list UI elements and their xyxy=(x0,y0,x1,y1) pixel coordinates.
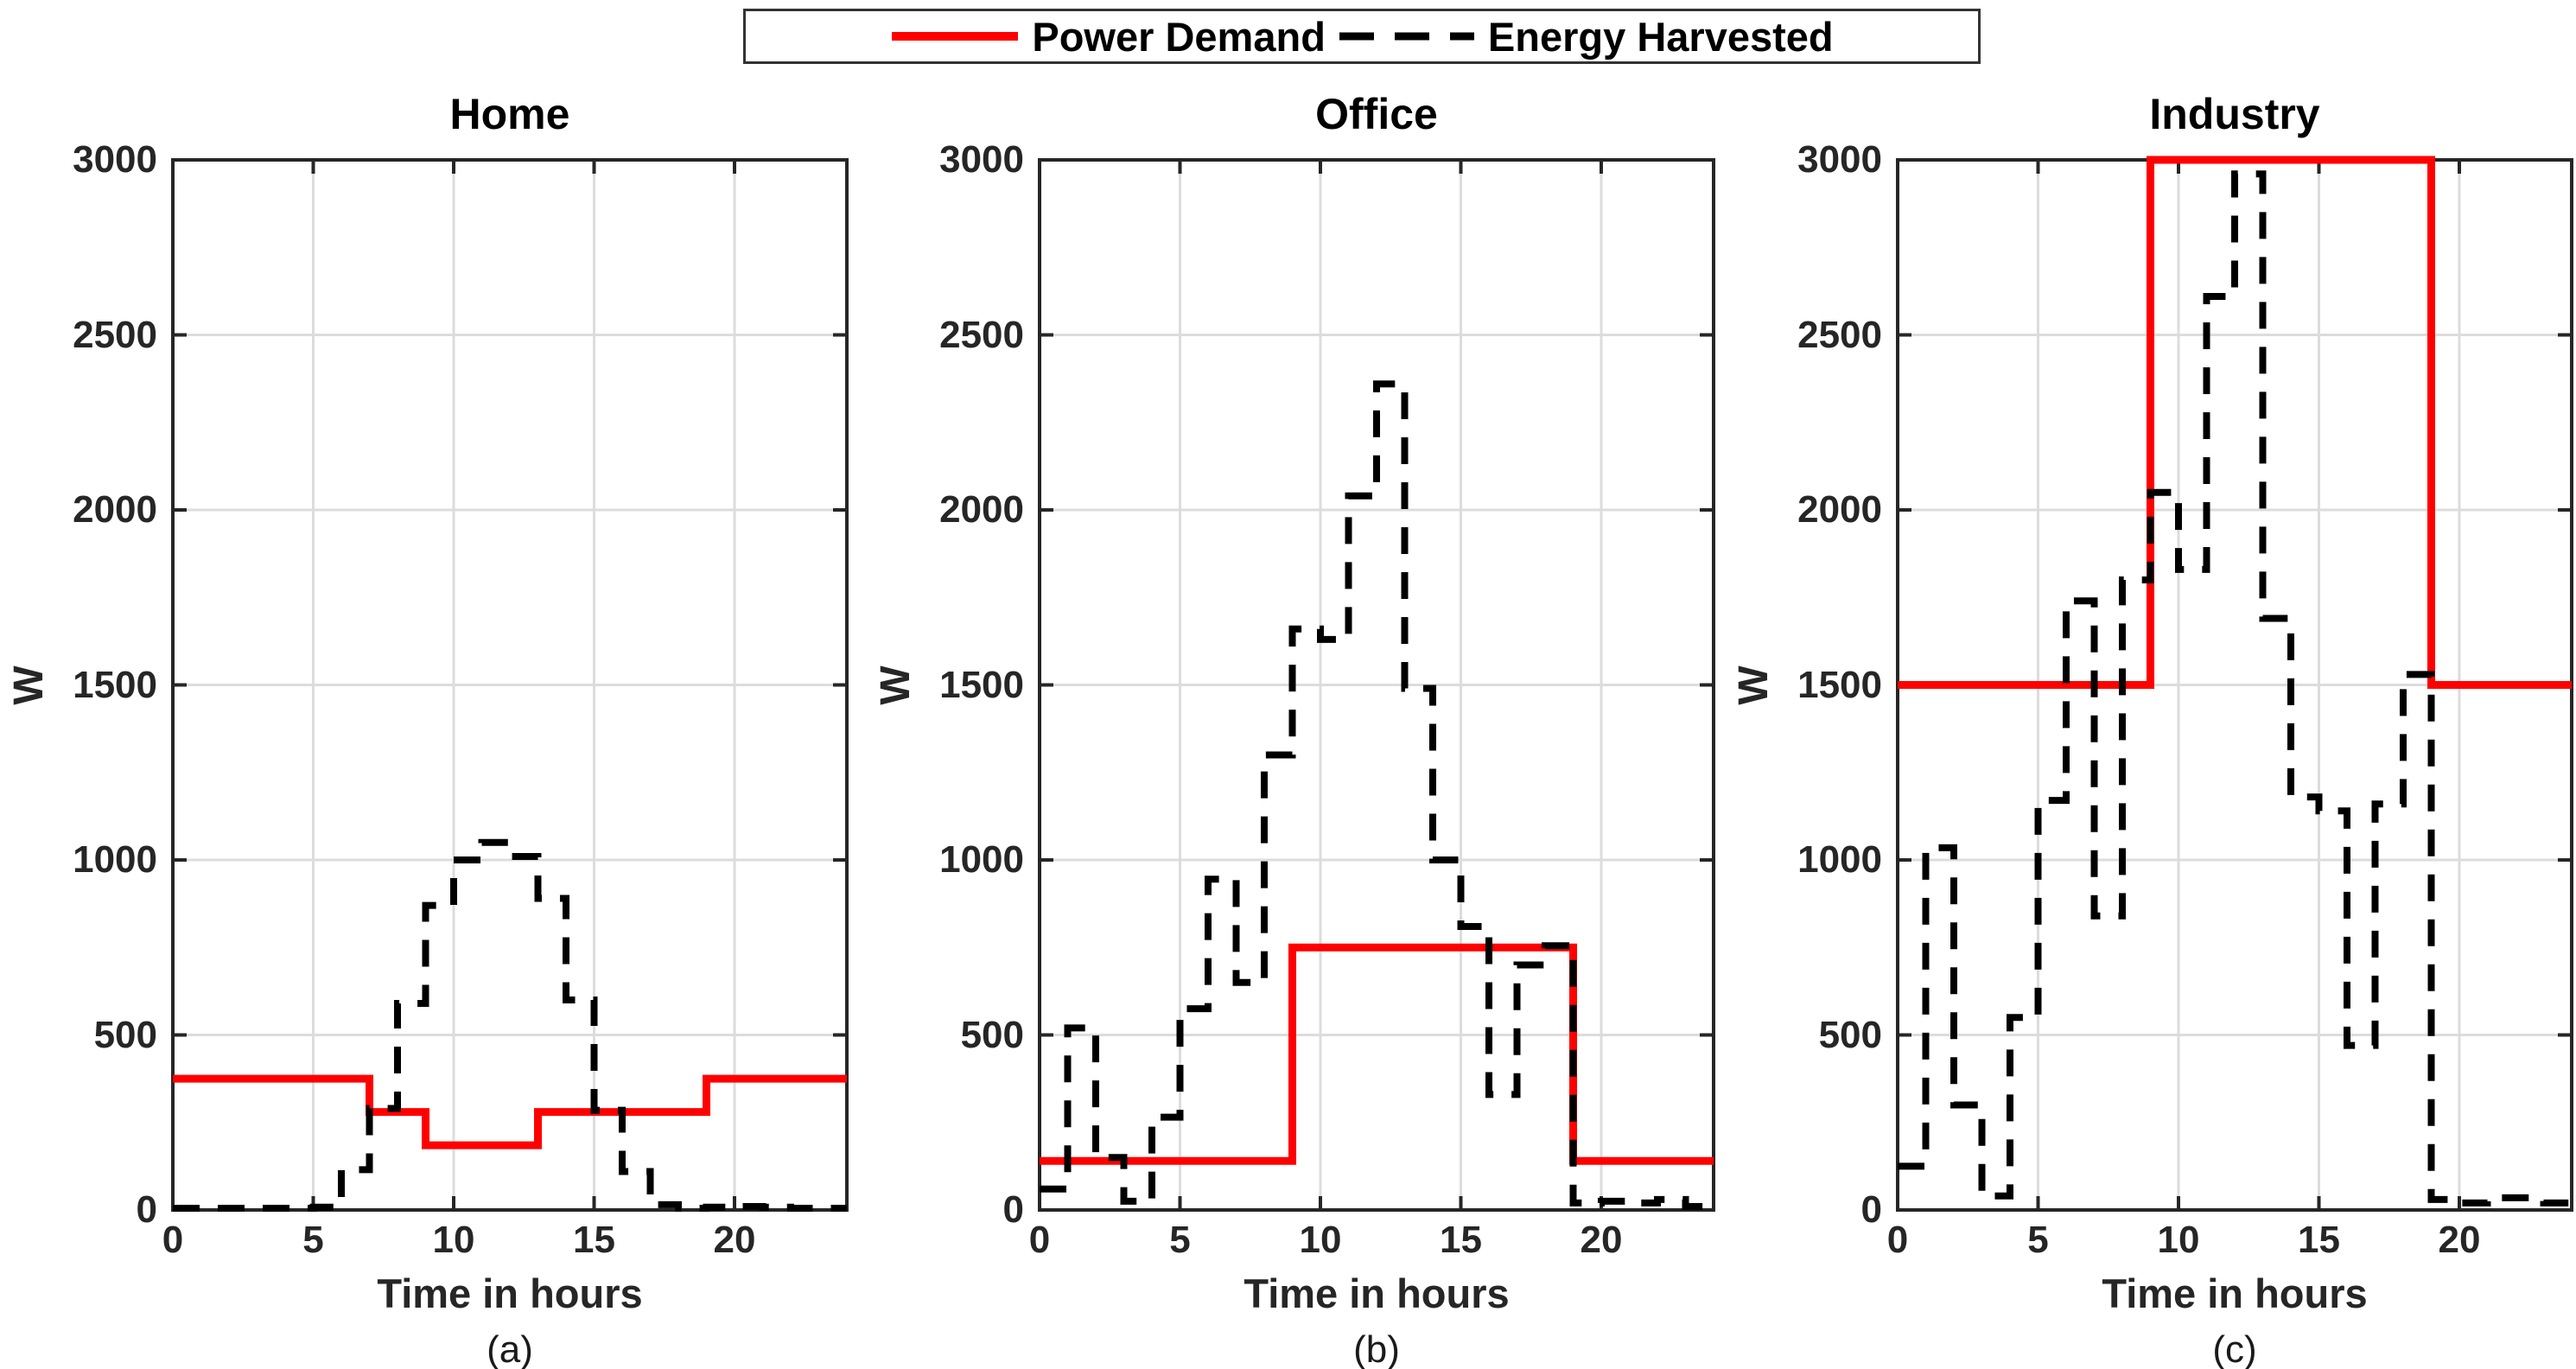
energy-harvested-line xyxy=(1898,170,2572,1207)
power-demand-line xyxy=(173,1074,847,1149)
x-tick-label: 5 xyxy=(1169,1219,1191,1261)
y-tick-label: 500 xyxy=(960,1013,1024,1056)
subplot-office: Office W Time in hours (b) 0 500 1000 1500 2… xyxy=(873,90,1715,1369)
power-demand-line xyxy=(1898,156,2572,689)
plot-title-home: Home xyxy=(449,90,570,138)
x-tick-label: 10 xyxy=(432,1219,475,1261)
subplot-home: Home W Time in hours (a) 0 500 1000 1500 200… xyxy=(6,90,849,1369)
y-tick-label: 1000 xyxy=(73,838,157,881)
y-tick-label: 3000 xyxy=(939,138,1024,181)
x-tick-label: 20 xyxy=(713,1219,756,1261)
x-axis-label: Time in hours xyxy=(2102,1270,2368,1316)
x-tick-label: 20 xyxy=(2438,1219,2481,1261)
legend-item-power-demand: Power Demand xyxy=(890,13,1326,60)
energy-harvested-line-sample xyxy=(1339,32,1474,41)
subplot-letter-c: (c) xyxy=(2212,1328,2257,1369)
x-tick-label: 15 xyxy=(2298,1219,2340,1261)
subplot-letter-a: (a) xyxy=(487,1328,533,1369)
subplot-industry: Industry W Time in hours (c) 0 500 1000 150… xyxy=(1731,90,2573,1369)
y-tick-label: 2000 xyxy=(1797,488,1882,531)
y-tick-label: 0 xyxy=(136,1188,157,1231)
axes-industry xyxy=(1896,156,2573,1212)
y-tick-label: 2000 xyxy=(73,488,157,531)
legend: Power Demand Energy Harvested xyxy=(743,9,1981,64)
y-tick-label: 500 xyxy=(1818,1013,1882,1056)
axes-office xyxy=(1038,158,1715,1212)
y-tick-label: 3000 xyxy=(1797,138,1882,181)
power-demand-line xyxy=(1040,943,1714,1165)
axes-home xyxy=(171,158,849,1212)
legend-label-energy-harvested: Energy Harvested xyxy=(1487,13,1834,60)
y-tick-label: 1500 xyxy=(73,663,157,706)
y-tick-label: 1000 xyxy=(939,838,1024,881)
axes-box xyxy=(171,158,849,1212)
y-tick-label: 2500 xyxy=(73,313,157,356)
y-tick-label: 2500 xyxy=(1797,313,1882,356)
x-tick-label: 5 xyxy=(302,1219,324,1261)
x-axis-label: Time in hours xyxy=(377,1270,643,1316)
y-tick-label: 0 xyxy=(1860,1188,1882,1231)
energy-harvested-line xyxy=(1040,380,1714,1210)
subplot-letter-b: (b) xyxy=(1353,1328,1400,1369)
x-tick-label: 15 xyxy=(1440,1219,1482,1261)
x-tick-label: 10 xyxy=(2157,1219,2200,1261)
legend-item-energy-harvested: Energy Harvested xyxy=(1338,13,1834,60)
energy-harvested-line xyxy=(173,838,847,1212)
y-tick-label: 1500 xyxy=(939,663,1024,706)
x-tick-label: 5 xyxy=(2027,1219,2049,1261)
legend-label-power-demand: Power Demand xyxy=(1032,13,1326,60)
x-tick-label: 10 xyxy=(1299,1219,1342,1261)
axes-box xyxy=(1038,158,1715,1212)
y-tick-label: 500 xyxy=(93,1013,157,1056)
plot-title-industry: Industry xyxy=(2149,90,2320,138)
x-tick-label: 0 xyxy=(162,1219,184,1261)
y-tick-label: 3000 xyxy=(73,138,157,181)
y-tick-label: 2000 xyxy=(939,488,1024,531)
x-tick-label: 0 xyxy=(1886,1219,1909,1261)
x-tick-label: 0 xyxy=(1028,1219,1051,1261)
x-axis-label: Time in hours xyxy=(1243,1270,1510,1316)
y-tick-label: 1000 xyxy=(1797,838,1882,881)
x-tick-label: 20 xyxy=(1580,1219,1623,1261)
plot-title-office: Office xyxy=(1315,90,1438,138)
y-tick-label: 2500 xyxy=(939,313,1024,356)
y-tick-label: 1500 xyxy=(1797,663,1882,706)
x-tick-label: 15 xyxy=(573,1219,615,1261)
power-demand-line-sample xyxy=(892,32,1019,41)
y-tick-label: 0 xyxy=(1002,1188,1024,1231)
